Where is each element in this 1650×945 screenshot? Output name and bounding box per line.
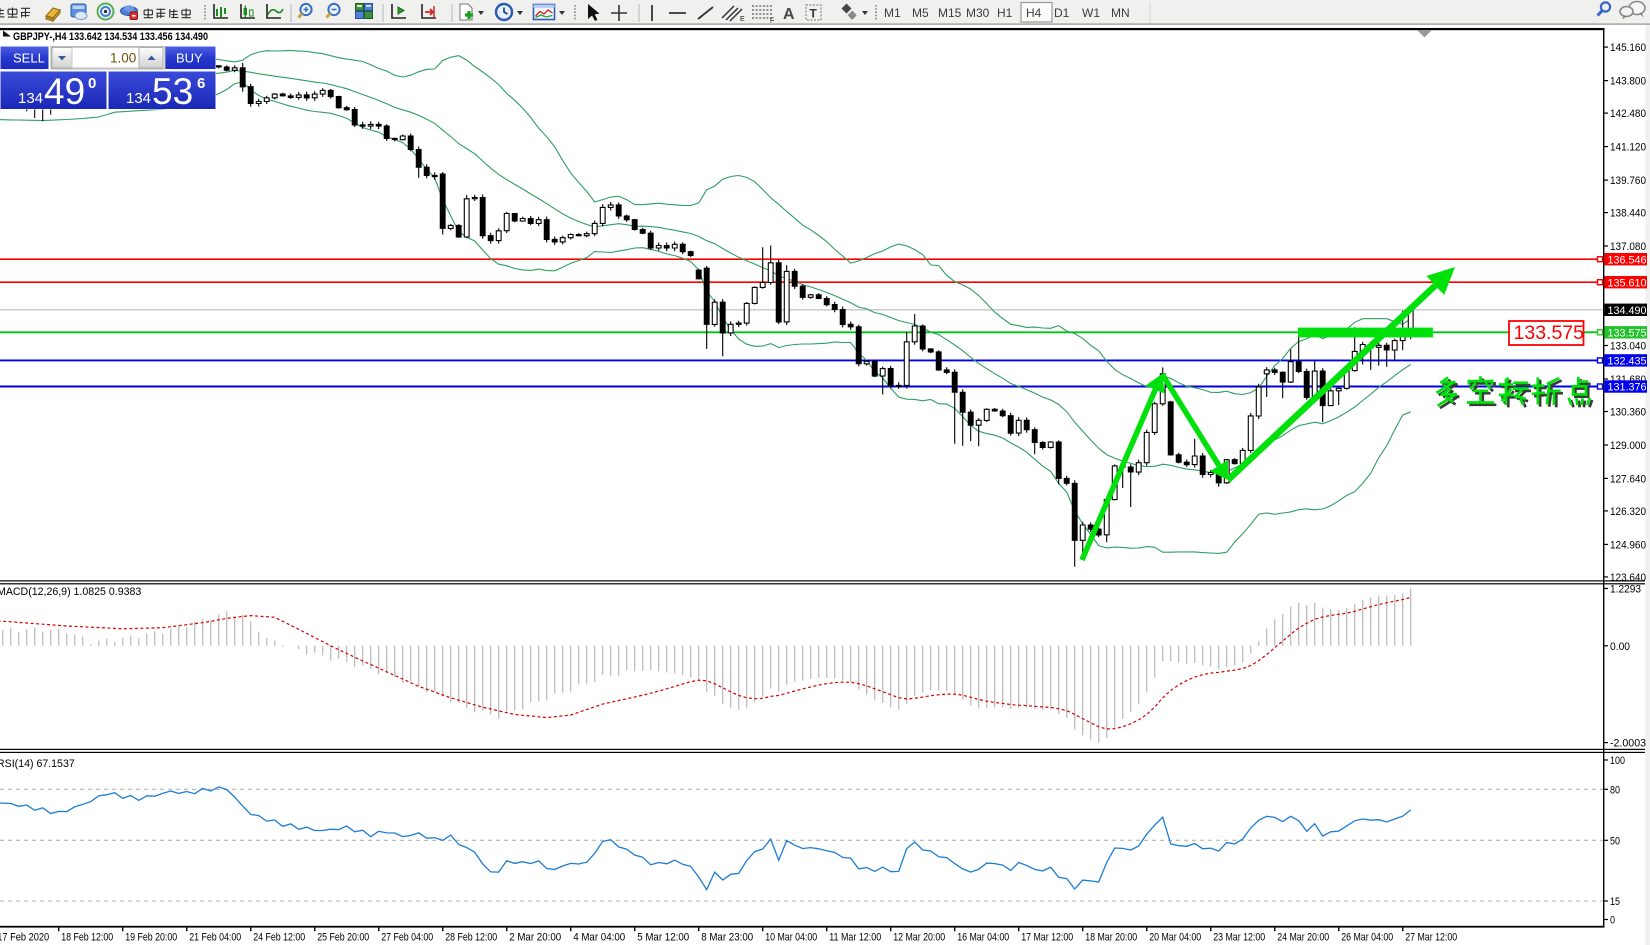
svg-text:26 Mar 04:00: 26 Mar 04:00 xyxy=(1341,932,1393,944)
svg-text:135.610: 135.610 xyxy=(1608,277,1647,289)
svg-text:129.000: 129.000 xyxy=(1610,440,1646,452)
svg-text:F: F xyxy=(770,18,774,25)
svg-text:A: A xyxy=(783,6,795,23)
svg-text:M15: M15 xyxy=(938,6,962,20)
svg-text:T: T xyxy=(810,7,818,21)
svg-text:27 Mar 12:00: 27 Mar 12:00 xyxy=(1405,932,1457,944)
svg-text:123.640: 123.640 xyxy=(1610,572,1646,584)
svg-text:-2.0003: -2.0003 xyxy=(1610,738,1646,750)
svg-text:18 Mar 20:00: 18 Mar 20:00 xyxy=(1085,932,1137,944)
svg-text:H4: H4 xyxy=(1026,6,1042,20)
svg-text:H1: H1 xyxy=(997,6,1013,20)
svg-text:W1: W1 xyxy=(1082,6,1100,20)
svg-text:80: 80 xyxy=(1610,784,1620,796)
svg-text:127.640: 127.640 xyxy=(1610,473,1646,485)
svg-text:2 Mar 20:00: 2 Mar 20:00 xyxy=(509,932,561,944)
svg-text:8 Mar 23:00: 8 Mar 23:00 xyxy=(701,932,753,944)
svg-text:M5: M5 xyxy=(912,6,929,20)
svg-text:134: 134 xyxy=(18,90,43,107)
svg-text:12 Mar 20:00: 12 Mar 20:00 xyxy=(893,932,945,944)
svg-text:GBPJPY-,H4 133.642 134.534 13: GBPJPY-,H4 133.642 134.534 133.456 134.4… xyxy=(13,31,208,43)
svg-text:0: 0 xyxy=(88,75,96,92)
svg-text:E: E xyxy=(740,16,745,23)
svg-text:1.2293: 1.2293 xyxy=(1610,584,1641,596)
svg-text:137.080: 137.080 xyxy=(1610,241,1646,253)
svg-text:136.546: 136.546 xyxy=(1608,254,1647,266)
svg-text:21 Feb 04:00: 21 Feb 04:00 xyxy=(189,932,241,944)
svg-text:17 Feb 2020: 17 Feb 2020 xyxy=(0,932,49,944)
svg-text:18 Feb 12:00: 18 Feb 12:00 xyxy=(61,932,113,944)
svg-text:D1: D1 xyxy=(1054,6,1070,20)
svg-text:24 Feb 12:00: 24 Feb 12:00 xyxy=(253,932,305,944)
svg-text:19 Feb 20:00: 19 Feb 20:00 xyxy=(125,932,177,944)
svg-text:5 Mar 12:00: 5 Mar 12:00 xyxy=(637,932,689,944)
svg-text:MN: MN xyxy=(1111,6,1130,20)
svg-text:4 Mar 04:00: 4 Mar 04:00 xyxy=(573,932,625,944)
svg-text:M1: M1 xyxy=(884,6,901,20)
svg-text:145.160: 145.160 xyxy=(1610,42,1646,54)
svg-text:25 Feb 20:00: 25 Feb 20:00 xyxy=(317,932,369,944)
svg-text:50: 50 xyxy=(1610,835,1620,847)
svg-text:0.00: 0.00 xyxy=(1610,641,1630,653)
svg-text:1.00: 1.00 xyxy=(110,51,136,66)
svg-text:M30: M30 xyxy=(966,6,990,20)
svg-text:49: 49 xyxy=(44,71,85,112)
svg-text:53: 53 xyxy=(152,71,193,112)
svg-text:124.960: 124.960 xyxy=(1610,539,1646,551)
svg-text:139.760: 139.760 xyxy=(1610,175,1646,187)
svg-text:143.800: 143.800 xyxy=(1610,76,1646,88)
svg-text:138.440: 138.440 xyxy=(1610,208,1646,220)
svg-text:MACD(12,26,9) 1.0825 0.9383: MACD(12,26,9) 1.0825 0.9383 xyxy=(0,586,141,598)
svg-text:133.040: 133.040 xyxy=(1610,341,1646,353)
svg-text:133.575: 133.575 xyxy=(1514,322,1585,344)
svg-text:0: 0 xyxy=(1610,915,1615,927)
svg-text:6: 6 xyxy=(197,75,205,92)
svg-text:134: 134 xyxy=(126,90,151,107)
svg-text:131.376: 131.376 xyxy=(1608,382,1647,394)
svg-text:24 Mar 20:00: 24 Mar 20:00 xyxy=(1277,932,1329,944)
svg-text:132.435: 132.435 xyxy=(1608,356,1647,368)
svg-text:28 Feb 12:00: 28 Feb 12:00 xyxy=(445,932,497,944)
svg-text:20 Mar 04:00: 20 Mar 04:00 xyxy=(1149,932,1201,944)
svg-text:100: 100 xyxy=(1610,755,1625,767)
svg-text:126.320: 126.320 xyxy=(1610,506,1646,518)
svg-text:15: 15 xyxy=(1610,896,1620,908)
svg-text:134.490: 134.490 xyxy=(1608,305,1647,317)
svg-text:27 Feb 04:00: 27 Feb 04:00 xyxy=(381,932,433,944)
svg-text:10 Mar 04:00: 10 Mar 04:00 xyxy=(765,932,817,944)
svg-text:16 Mar 04:00: 16 Mar 04:00 xyxy=(957,932,1009,944)
svg-text:23 Mar 12:00: 23 Mar 12:00 xyxy=(1213,932,1265,944)
svg-text:133.575: 133.575 xyxy=(1608,328,1647,340)
svg-text:130.360: 130.360 xyxy=(1610,407,1646,419)
svg-text:RSI(14) 67.1537: RSI(14) 67.1537 xyxy=(0,758,75,770)
svg-text:142.480: 142.480 xyxy=(1610,108,1646,120)
svg-text:17 Mar 12:00: 17 Mar 12:00 xyxy=(1021,932,1073,944)
svg-text:BUY: BUY xyxy=(176,51,203,66)
svg-text:141.120: 141.120 xyxy=(1610,142,1646,154)
svg-text:11 Mar 12:00: 11 Mar 12:00 xyxy=(829,932,881,944)
svg-text:SELL: SELL xyxy=(13,51,45,66)
